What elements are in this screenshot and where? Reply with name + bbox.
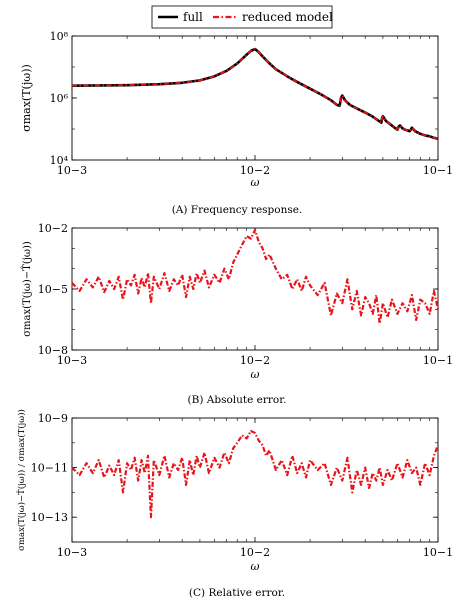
ticks-a: 10−3 10−2 10−1 10⁴ 10⁶ 10⁸ bbox=[50, 30, 454, 177]
x-tick-label: 10−1 bbox=[423, 354, 453, 367]
x-tick-label: 10−3 bbox=[57, 354, 87, 367]
xlabel-b: ω bbox=[251, 368, 260, 381]
series-line-full bbox=[71, 47, 439, 141]
x-tick-label: 10−3 bbox=[57, 546, 87, 559]
series-lines-c bbox=[71, 429, 440, 519]
x-tick-label: 10−1 bbox=[423, 546, 453, 559]
ylabel-c: σmax(T(jω)−T̂(jω)) / σmax(T(jω)) bbox=[15, 409, 27, 551]
y-tick-label: 10−13 bbox=[31, 511, 68, 524]
y-tick-label: 10⁸ bbox=[50, 30, 69, 43]
xlabel-c: ω bbox=[251, 560, 260, 573]
x-tick-label: 10−1 bbox=[423, 164, 453, 177]
series-line-reduced bbox=[71, 48, 439, 140]
series-line-error bbox=[71, 228, 440, 325]
y-tick-label: 10⁴ bbox=[50, 154, 69, 167]
plot-frame-a bbox=[71, 35, 439, 161]
x-tick-label: 10−2 bbox=[240, 354, 270, 367]
y-tick-label: 10−5 bbox=[38, 283, 68, 296]
panel-c: 10−3 10−2 10−1 10−13 10−11 10−9 ω σmax(T(jω)−… bbox=[15, 409, 453, 599]
legend-label-full: full bbox=[183, 10, 203, 24]
ylabel-b: σmax(T(jω)−T̂(jω)) bbox=[21, 241, 33, 337]
legend-label-reduced: reduced model bbox=[242, 10, 333, 24]
panel-b: 10−3 10−2 10−1 10−8 10−5 10−2 ω σmax(T(jω)−T̂… bbox=[21, 222, 453, 406]
y-tick-label: 10−2 bbox=[38, 222, 68, 235]
ylabel-a: σmax(T(jω)) bbox=[20, 64, 33, 132]
y-tick-label: 10−8 bbox=[38, 344, 68, 357]
legend: full reduced model bbox=[151, 5, 333, 29]
caption-b: (B) Absolute error. bbox=[188, 394, 287, 406]
y-tick-label: 10⁶ bbox=[50, 92, 69, 105]
ticks-c: 10−3 10−2 10−1 10−13 10−11 10−9 bbox=[31, 412, 453, 559]
x-tick-label: 10−2 bbox=[240, 546, 270, 559]
x-tick-label: 10−3 bbox=[57, 164, 87, 177]
series-lines-a bbox=[71, 47, 439, 141]
panel-a: 10−3 10−2 10−1 10⁴ 10⁶ 10⁸ ω σmax(T(jω)) (A) … bbox=[20, 30, 453, 216]
caption-c: (C) Relative error. bbox=[189, 587, 285, 599]
xlabel-a: ω bbox=[251, 176, 260, 189]
series-line-error bbox=[71, 429, 440, 519]
legend-box bbox=[151, 5, 333, 29]
series-lines-b bbox=[71, 228, 440, 325]
x-tick-label: 10−2 bbox=[240, 164, 270, 177]
y-tick-label: 10−9 bbox=[38, 412, 68, 425]
ticks-b: 10−3 10−2 10−1 10−8 10−5 10−2 bbox=[38, 222, 453, 367]
y-tick-label: 10−11 bbox=[31, 462, 68, 475]
caption-a: (A) Frequency response. bbox=[172, 204, 303, 216]
plot-frame-c bbox=[71, 417, 439, 543]
plot-frame-b bbox=[71, 227, 439, 351]
